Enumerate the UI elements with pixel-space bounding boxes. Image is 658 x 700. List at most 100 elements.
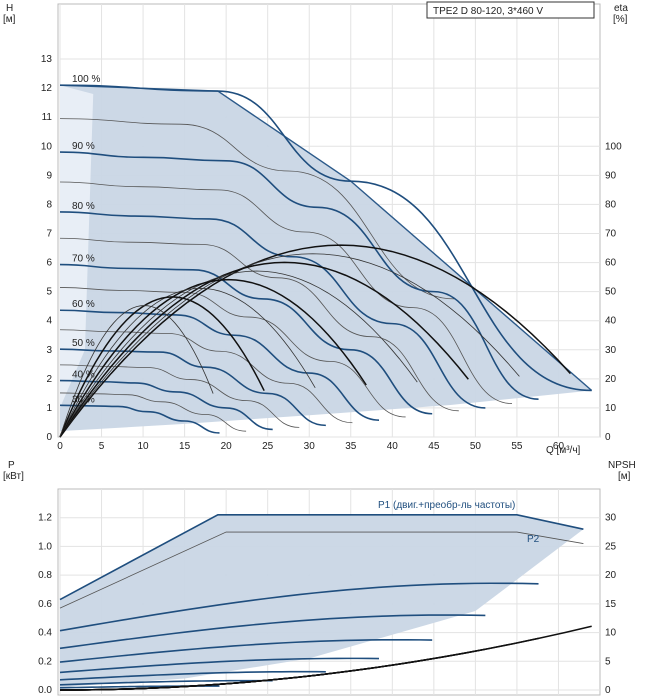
head-curve-intermediate-1	[59, 181, 512, 404]
eta-tick-40: 40	[605, 316, 617, 327]
head-curve-60	[59, 309, 380, 421]
power-chart: 0.0 0.2 0.4 0.6 0.8 1.0 1.2 0 5 10 15 20 25 30 P [кВт…	[3, 460, 636, 696]
speed-label-7: 30 %	[72, 394, 95, 405]
power-speed-curve-60	[59, 657, 380, 674]
head-tick-1: 1	[46, 403, 52, 414]
eta-curve-60	[59, 278, 367, 438]
npsh-axis-label-2: [м]	[618, 471, 631, 482]
eta-tick-90: 90	[605, 170, 617, 181]
speed-label-3: 70 %	[72, 254, 95, 265]
efficiency-curves	[59, 244, 571, 438]
p2-label: P2	[527, 534, 540, 545]
chart-title: TPE2 D 80-120, 3*460 V	[433, 6, 543, 17]
power-speed-curve-70	[59, 638, 433, 663]
head-tick-7: 7	[46, 228, 52, 239]
power-axis-label-2: [кВт]	[3, 471, 24, 482]
eta-tick-100: 100	[605, 141, 622, 152]
x-tick-55: 55	[511, 441, 523, 452]
head-curve-intermediate-2	[59, 237, 459, 412]
power-curve-0	[59, 514, 584, 601]
eta-curve-80	[59, 261, 469, 438]
x-axis-label: Q [м³/ч]	[546, 445, 581, 456]
head-envelope-fill	[60, 85, 592, 432]
head-curve-30	[59, 404, 220, 434]
head-curves	[59, 84, 592, 434]
power-envelope-fill	[60, 514, 584, 688]
head-tick-9: 9	[46, 170, 52, 181]
head-tick-3: 3	[46, 345, 52, 356]
power-tick-0.2: 0.2	[38, 656, 52, 667]
speed-label-1: 90 %	[72, 141, 95, 152]
p1-label: P1 (двиг.+преобр-ль частоты)	[378, 499, 515, 511]
power-curves	[59, 514, 584, 689]
npsh-tick-0: 0	[605, 685, 611, 696]
x-tick-5: 5	[99, 441, 105, 452]
x-tick-0: 0	[57, 441, 63, 452]
eta-tick-50: 50	[605, 287, 617, 298]
eta-tick-70: 70	[605, 228, 617, 239]
head-curve-80	[59, 211, 486, 409]
x-tick-15: 15	[179, 441, 191, 452]
power-speed-curve-80	[59, 614, 486, 650]
head-curve-intermediate-4	[59, 329, 353, 424]
eta-curve-70	[59, 270, 418, 438]
power-ticks: 0.0 0.2 0.4 0.6 0.8 1.0 1.2 0 5 10 15 20 25 30	[38, 513, 616, 696]
eta-tick-60: 60	[605, 258, 617, 269]
eta-curve-50	[59, 287, 316, 438]
head-tick-0: 0	[46, 432, 52, 443]
head-ticks: 0 5 10 15 20 25 30 35 40 45 50 55 600123456789101112…	[41, 54, 622, 452]
speed-label-2: 80 %	[72, 201, 95, 212]
x-tick-10: 10	[138, 441, 150, 452]
eta-curve-30	[59, 305, 214, 438]
head-tick-4: 4	[46, 316, 52, 327]
speed-label-5: 50 %	[72, 338, 95, 349]
eta-tick-20: 20	[605, 374, 617, 385]
npsh-tick-30: 30	[605, 513, 617, 524]
head-tick-10: 10	[41, 141, 53, 152]
head-tick-6: 6	[46, 258, 52, 269]
head-chart: 0 5 10 15 20 25 30 35 40 45 50 55 600123456789101112…	[3, 1, 628, 456]
speed-label-0: 100 %	[72, 74, 100, 85]
head-tick-13: 13	[41, 54, 53, 65]
eta-axis-label-2: [%]	[613, 14, 628, 25]
head-tick-11: 11	[42, 112, 53, 123]
npsh-tick-15: 15	[605, 599, 617, 610]
head-curve-intermediate-3	[59, 287, 406, 418]
head-tick-2: 2	[46, 374, 52, 385]
x-tick-60: 60	[553, 441, 565, 452]
title-box	[426, 1, 595, 19]
head-axis-label-2: [м]	[3, 14, 16, 25]
eta-tick-10: 10	[605, 403, 617, 414]
npsh-curves	[59, 625, 592, 691]
x-tick-20: 20	[221, 441, 233, 452]
x-tick-45: 45	[428, 441, 440, 452]
eta-tick-0: 0	[605, 432, 611, 443]
head-curve-100	[59, 84, 592, 392]
power-speed-curve-40	[59, 679, 273, 686]
npsh-tick-25: 25	[605, 541, 617, 552]
power-tick-1.0: 1.0	[38, 541, 52, 552]
head-tick-12: 12	[41, 83, 53, 94]
eta-tick-80: 80	[605, 199, 617, 210]
head-axis-label-1: H	[6, 3, 13, 14]
eta-curve-100	[59, 244, 571, 438]
speed-label-4: 60 %	[72, 299, 95, 310]
eta-axis-label-1: eta	[614, 3, 628, 14]
eta-tick-30: 30	[605, 345, 617, 356]
power-tick-0.6: 0.6	[38, 599, 52, 610]
speed-label-6: 40 %	[72, 370, 95, 381]
eta-curve-40	[59, 296, 265, 438]
power-speed-curve-50	[59, 670, 326, 681]
power-axis-label-1: P	[8, 460, 15, 471]
npsh-tick-20: 20	[605, 570, 617, 581]
head-curve-90	[59, 151, 539, 401]
npsh-tick-10: 10	[605, 628, 617, 639]
power-curve-1	[59, 531, 584, 609]
x-tick-35: 35	[345, 441, 357, 452]
head-tick-8: 8	[46, 199, 52, 210]
head-curve-70	[59, 263, 433, 415]
npsh-axis-label-1: NPSH	[608, 460, 636, 471]
x-tick-50: 50	[470, 441, 482, 452]
head-curve-intermediate-0	[59, 118, 455, 300]
power-operating-envelope	[60, 514, 584, 688]
